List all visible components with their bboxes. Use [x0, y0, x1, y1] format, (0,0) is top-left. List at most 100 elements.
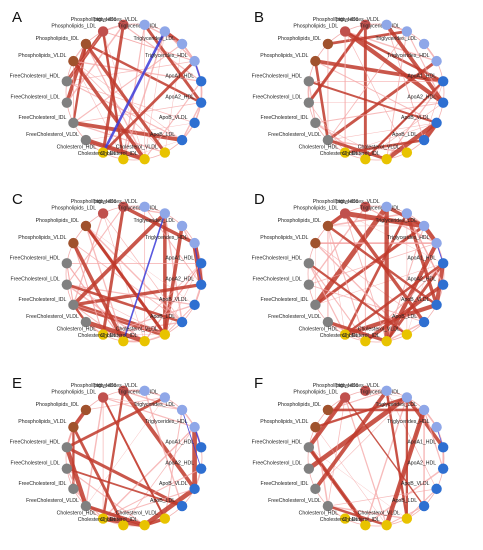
node-label: Triglycerides_VLDL: [93, 17, 138, 23]
node-label: FreeCholesterol_HDL: [252, 73, 302, 79]
network-node: [61, 97, 73, 108]
network-node: [176, 220, 188, 232]
network-node: [80, 220, 92, 232]
network-node: [310, 421, 321, 433]
network-node: [118, 385, 129, 397]
node-label: ApoB_VLDL: [401, 297, 430, 303]
network-node: [437, 97, 449, 108]
node-label: FreeCholesterol_LDL: [11, 277, 60, 283]
node-label: ApoB_VLDL: [159, 297, 188, 303]
node-label: FreeCholesterol_IDL: [261, 297, 309, 303]
network-node: [97, 392, 109, 403]
network-node: [381, 153, 392, 165]
node-label: ApoA2_HDL: [165, 277, 194, 283]
edge-positive: [84, 224, 167, 337]
network-node: [118, 153, 129, 165]
edge-weak: [85, 396, 104, 507]
network-node: [437, 463, 449, 474]
node-label: Triglycerides_LDL: [375, 402, 417, 408]
edge-positive: [343, 138, 426, 154]
node-label: ApoA2_HDL: [407, 95, 436, 101]
network-node: [139, 385, 150, 397]
node-label: FreeCholesterol_LDL: [11, 461, 60, 467]
node-label: FreeCholesterol_VLDL: [26, 314, 79, 320]
network-node: [97, 329, 109, 340]
network-node: [431, 299, 442, 311]
node-label: Triglycerides_HDL: [387, 53, 430, 59]
network-node: [381, 201, 392, 213]
network-node: [431, 483, 442, 495]
node-label: Triglycerides_HDL: [387, 235, 430, 241]
node-label: Phospholipids_HDL: [313, 383, 359, 389]
edge-weak: [66, 24, 125, 104]
node-label: FreeCholesterol_VLDL: [268, 314, 321, 320]
network-node: [118, 519, 129, 531]
network-node: [418, 404, 430, 416]
node-label: ApoA2_HDL: [165, 461, 194, 467]
node-label: Phospholipids_HDL: [71, 383, 117, 389]
network-node: [118, 19, 129, 31]
network-node: [303, 279, 315, 290]
network-ring: [65, 389, 203, 527]
node-label: Triglycerides_LDL: [133, 402, 175, 408]
edge-positive: [405, 395, 445, 450]
network-node: [437, 76, 449, 87]
node-label: ApoA1_HDL: [165, 439, 194, 445]
edge-weak: [344, 213, 444, 264]
node-label: FreeCholesterol_IDL: [19, 115, 67, 121]
network-node: [189, 117, 200, 129]
network-node: [189, 299, 200, 311]
network-node: [381, 385, 392, 397]
network-ring: [307, 205, 445, 343]
edge-positive: [121, 205, 197, 245]
edge-positive: [342, 210, 427, 229]
node-label: Phospholipids_IDL: [36, 218, 79, 224]
edge-weak: [365, 102, 444, 160]
network-node: [139, 201, 150, 213]
node-label: Phospholipids_HDL: [313, 17, 359, 23]
network-node: [189, 483, 200, 495]
node-label: ApoA1_HDL: [407, 439, 436, 445]
edge-weak: [344, 30, 438, 62]
node-label: Phospholipids_VLDL: [18, 53, 66, 59]
node-label: Cholesterol_VLDL: [116, 145, 158, 151]
edge-weak: [66, 468, 146, 526]
network-node: [189, 237, 200, 249]
network-node: [310, 483, 321, 495]
edge-weak: [85, 225, 183, 323]
edge-positive: [71, 241, 126, 343]
node-label: Cholesterol_HDL: [57, 511, 97, 517]
edge-weak: [364, 206, 438, 244]
edge-positive: [405, 211, 439, 307]
network-node: [97, 208, 109, 219]
network-node: [159, 26, 171, 37]
edge-weak: [327, 488, 437, 507]
edge-weak: [344, 122, 437, 153]
network-node: [68, 299, 79, 311]
edge-positive: [326, 224, 438, 307]
edge-positive: [65, 467, 183, 507]
network-node: [381, 519, 392, 531]
network-node: [418, 500, 430, 512]
edge-weak: [314, 242, 408, 336]
network-node: [418, 38, 430, 50]
node-label: ApoB_LDL: [150, 498, 175, 504]
edge-weak: [143, 390, 183, 507]
network-node: [360, 19, 371, 31]
node-label: ApoB_VLDL: [159, 115, 188, 121]
node-label: Cholesterol_LDL: [320, 517, 359, 523]
node-label: Cholesterol_HDL: [299, 511, 339, 517]
edge-positive: [343, 212, 409, 336]
network-node: [159, 513, 171, 524]
network-node: [437, 279, 449, 290]
network-node: [195, 258, 207, 269]
panel-letter: B: [254, 9, 264, 26]
node-label: Cholesterol_IDL: [342, 333, 379, 339]
network-node: [68, 117, 79, 129]
node-label: FreeCholesterol_VLDL: [26, 498, 79, 504]
edge-weak: [364, 396, 408, 526]
network-node: [176, 404, 188, 416]
edge-positive: [143, 23, 203, 105]
edge-positive: [142, 486, 197, 528]
node-label: ApoA1_HDL: [407, 73, 436, 79]
